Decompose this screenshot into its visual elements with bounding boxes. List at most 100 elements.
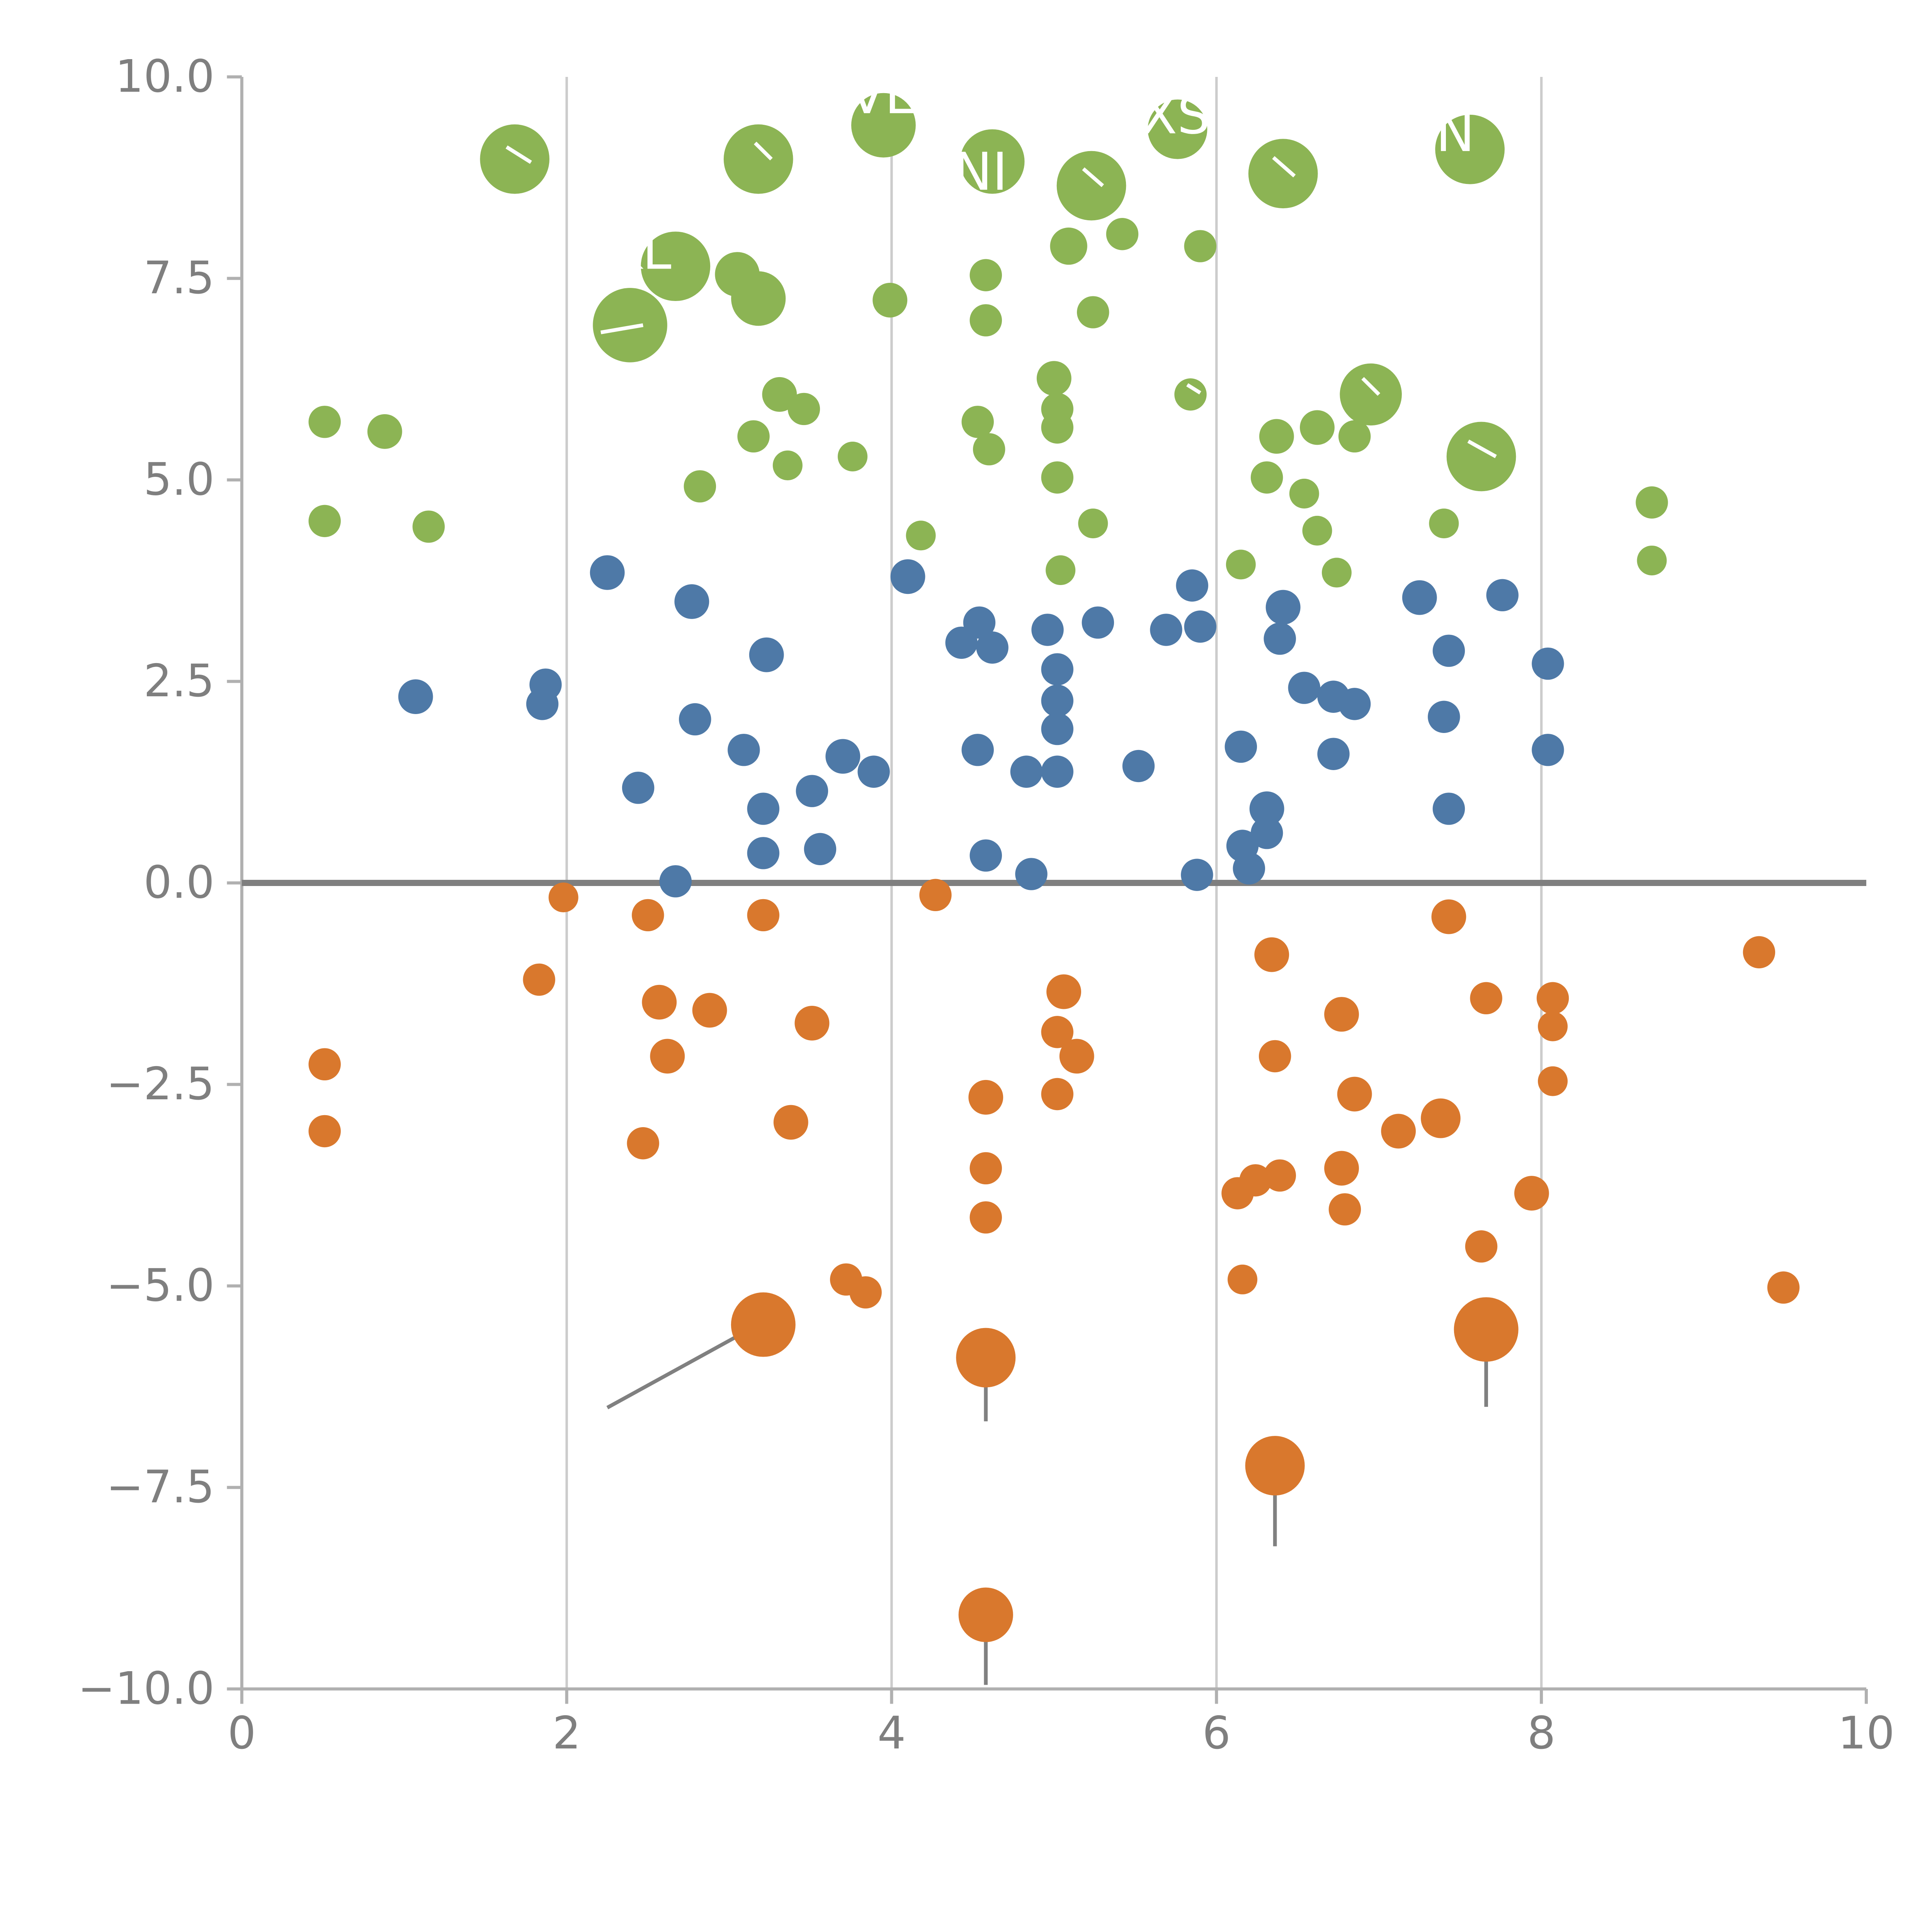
scatter-point-green <box>1041 461 1073 494</box>
scatter-point-orange <box>794 1006 830 1041</box>
scatter-point-orange <box>642 985 677 1020</box>
scatter-point-green <box>969 259 1002 291</box>
scatter-point-orange <box>1454 1297 1519 1362</box>
scatter-point-blue <box>1225 730 1257 763</box>
series-orange <box>308 879 1800 1642</box>
scatter-point-blue <box>1233 852 1265 885</box>
scatter-point-green <box>787 393 820 425</box>
scatter-point-green <box>1429 509 1459 539</box>
scatter-point-orange <box>1538 1011 1568 1041</box>
scatter-point-green <box>1435 114 1505 184</box>
scatter-point-blue <box>1249 791 1284 826</box>
x-tick-label: 8 <box>1527 1708 1556 1759</box>
scatter-point-green <box>1302 515 1332 546</box>
scatter-point-orange <box>1324 1151 1359 1186</box>
bubble-white-mark <box>1361 377 1381 396</box>
y-tick-label: −7.5 <box>106 1461 215 1513</box>
scatter-point-green <box>308 406 341 438</box>
scatter-point-green <box>969 304 1002 337</box>
scatter-point-green <box>1250 461 1283 494</box>
scatter-point-orange <box>1245 1436 1305 1496</box>
y-tick-label: 2.5 <box>143 655 214 707</box>
scatter-point-green <box>308 505 341 537</box>
y-tick-label: −10.0 <box>78 1663 214 1714</box>
scatter-point-green <box>872 282 908 318</box>
scatter-point-green <box>1046 555 1076 585</box>
scatter-point-blue <box>1432 793 1465 825</box>
bubble-white-mark <box>753 141 773 161</box>
scatter-point-blue <box>1122 750 1155 782</box>
scatter-point-orange <box>969 1201 1002 1234</box>
leader-line <box>606 1323 760 1410</box>
scatter-point-orange <box>1538 1066 1568 1096</box>
x-tick-label: 6 <box>1202 1708 1231 1759</box>
scatter-point-green <box>1226 549 1256 580</box>
scatter-point-green <box>737 420 770 453</box>
scatter-point-blue <box>976 631 1009 664</box>
scatter-point-blue <box>1041 713 1073 745</box>
scatter-point-blue <box>1010 755 1043 788</box>
scatter-point-orange <box>956 1328 1016 1388</box>
y-tick-label: −2.5 <box>106 1058 215 1110</box>
scatter-point-orange <box>1337 1077 1372 1112</box>
scatter-point-green <box>1174 378 1207 411</box>
scatter-point-green <box>1056 151 1126 221</box>
scatter-point-orange <box>1470 982 1502 1014</box>
scatter-point-green <box>960 129 1025 194</box>
scatter-point-orange <box>731 1292 796 1357</box>
scatter-point-blue <box>1428 701 1460 733</box>
scatter-point-blue <box>961 734 994 766</box>
bubble-white-mark <box>1082 167 1104 187</box>
scatter-point-orange <box>1465 1230 1498 1263</box>
scatter-point-green <box>772 450 803 480</box>
y-tick-label: 10.0 <box>115 51 214 102</box>
bubble-white-marks <box>505 141 1497 458</box>
bubble-white-mark <box>505 145 532 164</box>
scatter-point-blue <box>890 559 925 594</box>
scatter-point-orange <box>1328 1193 1361 1226</box>
scatter-point-blue <box>1432 634 1465 667</box>
scatter-point-green <box>1259 419 1294 454</box>
scatter-point-green <box>412 510 445 543</box>
scatter-point-green <box>973 433 1005 466</box>
scatter-point-blue <box>1317 738 1350 770</box>
scatter-point-blue <box>1031 614 1064 646</box>
x-tick-label: 0 <box>228 1708 256 1759</box>
scatter-point-orange <box>849 1276 882 1309</box>
y-tick-label: 5.0 <box>143 454 214 505</box>
scatter-point-green <box>480 124 549 194</box>
series-blue <box>398 555 1564 898</box>
scatter-point-blue <box>1486 579 1519 611</box>
scatter-point-orange <box>308 1115 341 1148</box>
scatter-point-orange <box>747 899 780 932</box>
y-tick-label: 7.5 <box>143 252 214 304</box>
scatter-point-blue <box>526 688 559 720</box>
scatter-point-green <box>1338 420 1371 453</box>
scatter-point-blue <box>825 739 861 774</box>
scatter-point-green <box>1636 486 1668 519</box>
scatter-point-blue <box>749 637 784 672</box>
scatter-point-blue <box>1265 590 1301 625</box>
scatter-point-orange <box>1767 1271 1800 1304</box>
scatter-point-green <box>1321 558 1352 588</box>
scatter-point-green <box>1050 227 1087 265</box>
scatter-point-blue <box>747 837 780 869</box>
scatter-point-blue <box>945 626 978 659</box>
scatter-point-orange <box>1536 982 1569 1014</box>
scatter-point-blue <box>398 679 433 714</box>
scatter-point-blue <box>1532 734 1564 766</box>
scatter-point-blue <box>1184 610 1216 643</box>
scatter-point-orange <box>523 963 555 996</box>
bubble-white-mark <box>1186 383 1201 395</box>
scatter-point-green <box>906 520 936 551</box>
scatter-point-green <box>961 406 994 438</box>
scatter-point-green <box>838 441 868 471</box>
scatter-point-orange <box>1046 974 1082 1009</box>
scatter-point-orange <box>1221 1177 1254 1209</box>
scatter-point-blue <box>1015 858 1048 890</box>
scatter-point-blue <box>1338 688 1371 720</box>
scatter-point-orange <box>919 879 952 911</box>
scatter-point-green <box>1637 546 1667 576</box>
